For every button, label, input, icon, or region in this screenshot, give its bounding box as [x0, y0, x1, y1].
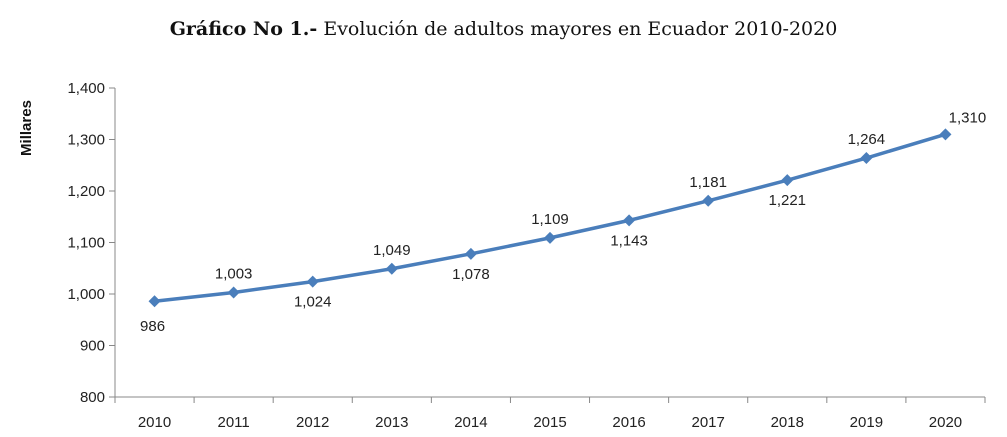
data-point-marker [702, 194, 715, 207]
x-tick-label: 2012 [296, 414, 329, 431]
y-axis-ticks: 800 900 1,000 1,100 1,200 1,300 1,400 [67, 80, 115, 406]
chart-title-rest: Evolución de adultos mayores en Ecuador … [317, 18, 838, 40]
y-tick-label: 900 [80, 338, 105, 355]
series-group [148, 128, 952, 308]
x-tick-label: 2016 [612, 414, 645, 431]
y-tick-label: 800 [80, 389, 105, 406]
x-tick-label: 2011 [218, 414, 250, 431]
data-point-marker [781, 174, 794, 187]
y-tick-label: 1,300 [67, 132, 105, 149]
data-label: 1,109 [531, 211, 569, 228]
chart-title: Gráfico No 1.- Evolución de adultos mayo… [0, 18, 1007, 40]
x-tick-label: 2014 [454, 414, 487, 431]
data-label: 1,024 [294, 294, 332, 311]
x-tick-label: 2020 [929, 414, 962, 431]
x-tick-label: 2018 [771, 414, 804, 431]
data-label: 1,221 [768, 192, 806, 209]
data-point-marker [306, 275, 319, 288]
x-tick-label: 2015 [533, 414, 566, 431]
y-axis-label: Millares [18, 100, 35, 156]
x-axis-ticks: 2010 2011 2012 2013 2014 2015 2016 2017 2018 2019… [114, 397, 986, 431]
data-label: 1,181 [689, 174, 727, 191]
data-point-marker [464, 247, 477, 260]
x-tick-label: 2017 [691, 414, 724, 431]
data-label: 1,049 [373, 242, 411, 259]
data-label: 986 [140, 318, 165, 335]
y-tick-label: 1,000 [67, 286, 105, 303]
data-label: 1,310 [949, 109, 987, 126]
x-tick-label: 2019 [850, 414, 883, 431]
x-tick-label: 2010 [138, 414, 171, 431]
data-label: 1,003 [215, 265, 253, 282]
data-point-marker [227, 286, 240, 299]
data-point-marker [544, 231, 556, 244]
y-tick-label: 1,400 [67, 80, 105, 97]
y-tick-label: 1,200 [67, 183, 105, 200]
data-label: 1,264 [848, 131, 886, 148]
data-label: 1,078 [452, 266, 490, 283]
x-tick-label: 2013 [375, 414, 408, 431]
data-point-marker [939, 128, 952, 141]
chart-title-bold: Gráfico No 1.- [169, 18, 318, 40]
data-labels: 986 1,003 1,024 1,049 1,078 1,109 1,143 1,181 1,… [140, 109, 986, 335]
data-label: 1,143 [610, 232, 648, 249]
y-tick-label: 1,100 [67, 235, 105, 252]
data-point-marker [385, 262, 398, 275]
data-point-marker [860, 152, 873, 165]
data-point-marker [623, 214, 636, 227]
data-point-marker [148, 295, 161, 308]
